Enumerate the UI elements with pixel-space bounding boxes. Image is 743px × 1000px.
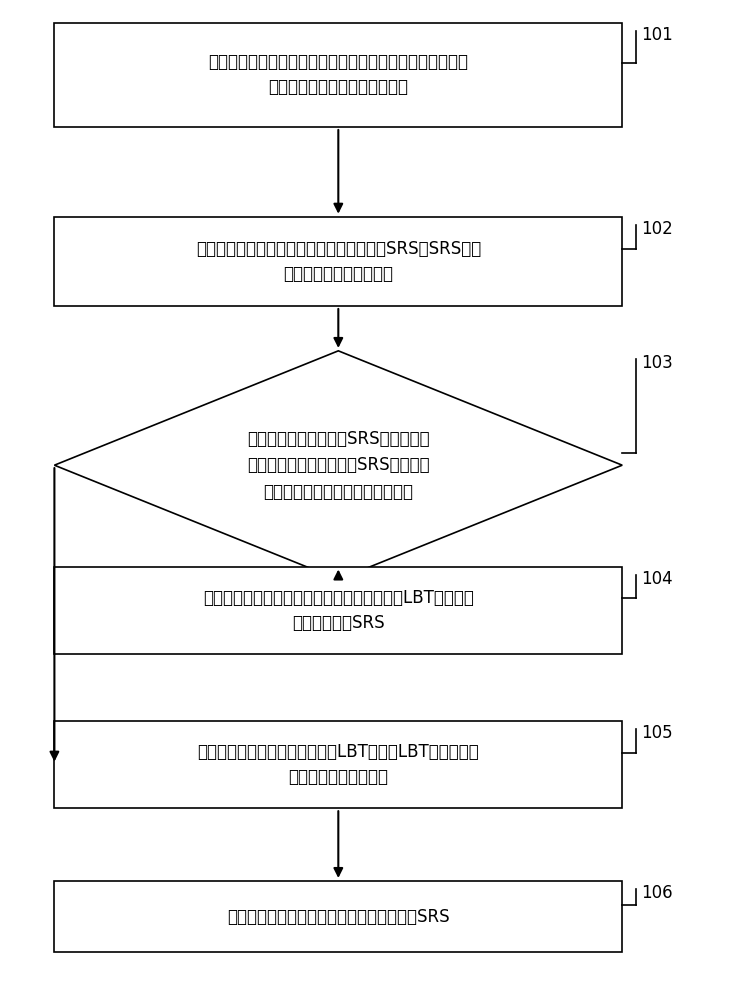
Text: 当终端需要向基站发送SRS时，终端判
断下行业务的截止时间和SRS的发送时
间的差值是否小于或等于预设阈值: 当终端需要向基站发送SRS时，终端判 断下行业务的截止时间和SRS的发送时 间的… bbox=[247, 430, 429, 501]
Text: 101: 101 bbox=[640, 26, 672, 44]
Text: 若差值小于或等于预设阈值，不执行先听后说LBT测量，终
端向基站发送SRS: 若差值小于或等于预设阈值，不执行先听后说LBT测量，终 端向基站发送SRS bbox=[203, 589, 474, 632]
Text: 106: 106 bbox=[640, 884, 672, 902]
Bar bbox=[54, 217, 622, 306]
Bar bbox=[54, 721, 622, 808]
Polygon shape bbox=[54, 351, 622, 580]
Text: 当目标信道为空闲状态时，终端向基站发送SRS: 当目标信道为空闲状态时，终端向基站发送SRS bbox=[227, 908, 450, 926]
Text: 终端接收基站发送的下行业务，下行业务基于目标信道传输
，目标信道为非授权频段的信道: 终端接收基站发送的下行业务，下行业务基于目标信道传输 ，目标信道为非授权频段的信… bbox=[208, 53, 468, 96]
Bar bbox=[54, 881, 622, 952]
Text: 102: 102 bbox=[640, 220, 672, 238]
Bar bbox=[54, 567, 622, 654]
Text: 若差值大于预设阈值，终端执行LBT测量，LBT测量用于检
测目标信道的忙闲状态: 若差值大于预设阈值，终端执行LBT测量，LBT测量用于检 测目标信道的忙闲状态 bbox=[198, 743, 479, 786]
Text: 104: 104 bbox=[640, 570, 672, 588]
Bar bbox=[54, 23, 622, 127]
Text: 105: 105 bbox=[640, 724, 672, 742]
Text: 终端周期性的向基站发送信道探测参考信号SRS，SRS用于
测量目标信道的信道质量: 终端周期性的向基站发送信道探测参考信号SRS，SRS用于 测量目标信道的信道质量 bbox=[195, 240, 481, 283]
Text: 103: 103 bbox=[640, 354, 672, 372]
